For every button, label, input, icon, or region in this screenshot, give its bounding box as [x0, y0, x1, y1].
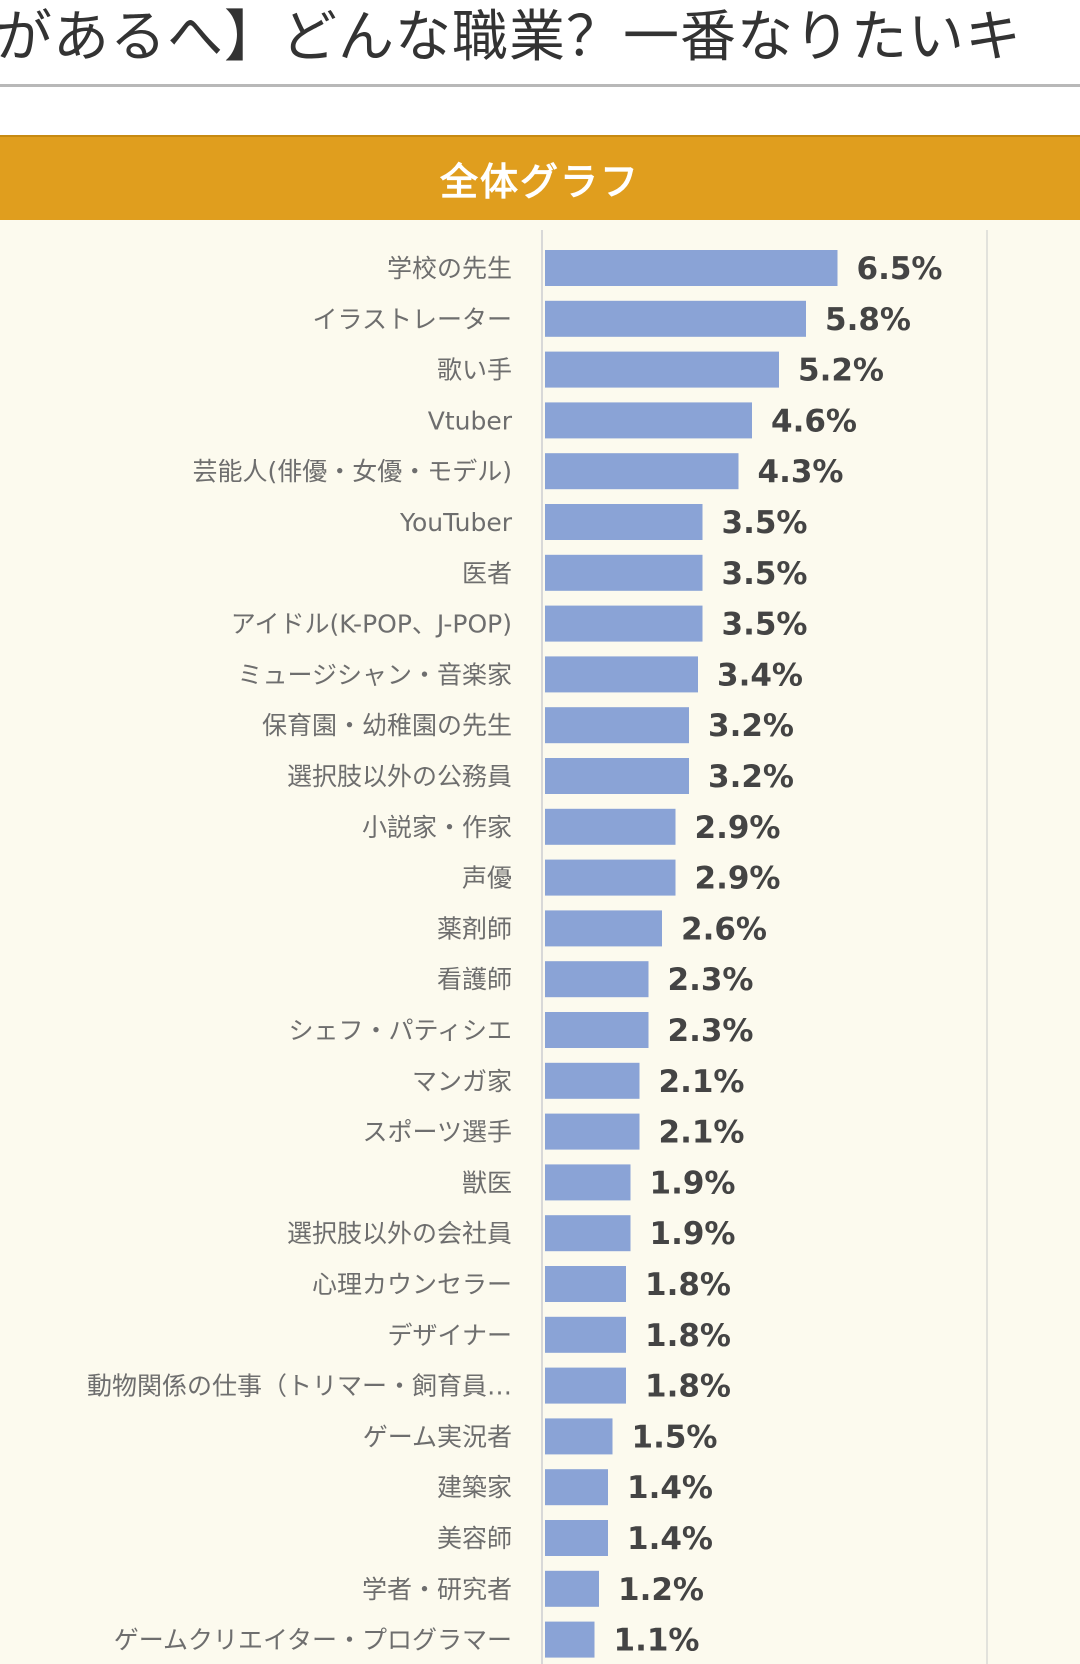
bar [545, 351, 779, 388]
value-label: 1.8% [645, 1369, 731, 1405]
value-label: 3.4% [717, 657, 803, 693]
category-label: 学校の先生 [387, 254, 512, 283]
category-label: 薬剤師 [437, 914, 512, 943]
bar [545, 300, 806, 337]
value-label: 2.1% [659, 1064, 745, 1100]
category-label: アイドル(K-POP、J-POP) [231, 610, 512, 639]
value-label: 3.5% [722, 505, 808, 541]
category-label: ゲームクリエイター・プログラマー [114, 1626, 512, 1655]
bar [545, 961, 649, 998]
bar [545, 554, 703, 591]
category-label: スポーツ選手 [362, 1118, 512, 1147]
value-label: 1.9% [650, 1216, 736, 1252]
value-label: 2.1% [659, 1115, 745, 1151]
page-header: があるへ】どんな職業？一番なりたいキ [0, 0, 1080, 84]
bar [545, 250, 838, 286]
category-label: Vtuber [428, 406, 513, 435]
category-label: 美容師 [437, 1524, 512, 1553]
category-label: 心理カウンセラー [312, 1270, 512, 1299]
value-label: 1.8% [645, 1267, 731, 1303]
bar [545, 1266, 626, 1302]
value-label: 2.9% [695, 861, 781, 897]
chart-header-bar: 全体グラフ [0, 137, 1080, 220]
category-label: 保育園・幼稚園の先生 [262, 711, 512, 740]
value-label: 5.8% [825, 302, 911, 338]
category-label: 声優 [462, 864, 512, 893]
bar [545, 1012, 649, 1048]
bar [545, 402, 752, 439]
category-label: シェフ・パティシエ [288, 1016, 512, 1045]
category-label: ミュージシャン・音楽家 [237, 660, 512, 689]
bar [545, 1164, 631, 1201]
value-label: 6.5% [857, 251, 943, 287]
value-label: 4.3% [758, 454, 844, 490]
category-label: 看護師 [437, 965, 512, 994]
value-label: 1.9% [650, 1165, 736, 1201]
value-label: 3.2% [708, 759, 794, 795]
panel-top-border [0, 135, 1080, 137]
value-label: 3.2% [708, 708, 794, 744]
bar [545, 707, 689, 744]
category-label: ゲーム実況者 [363, 1422, 512, 1451]
value-label: 1.4% [627, 1470, 713, 1506]
bar [545, 859, 676, 896]
bar [545, 1215, 631, 1252]
bar [545, 504, 703, 540]
value-label: 4.6% [771, 403, 857, 439]
bar [545, 453, 739, 490]
bar [545, 1469, 608, 1506]
bar [545, 605, 703, 642]
chart-title: 全体グラフ [439, 160, 640, 204]
category-label: デザイナー [387, 1321, 512, 1350]
value-label: 2.3% [668, 962, 754, 998]
category-label: 選択肢以外の会社員 [287, 1219, 512, 1248]
category-label: 医者 [462, 559, 512, 588]
bar [545, 758, 689, 794]
category-label: 選択肢以外の公務員 [287, 762, 512, 791]
value-label: 2.6% [681, 911, 767, 947]
category-label: 建築家 [437, 1473, 512, 1502]
chart-panel [0, 135, 1080, 1664]
category-label: 動物関係の仕事（トリマー・飼育員… [87, 1372, 512, 1401]
value-label: 3.5% [722, 556, 808, 592]
title-divider [0, 84, 1080, 87]
category-label: 学者・研究者 [362, 1575, 512, 1604]
bar [545, 808, 676, 845]
category-label: YouTuber [399, 508, 513, 537]
category-label: 歌い手 [437, 356, 512, 385]
value-label: 5.2% [798, 353, 884, 389]
category-label: 芸能人(俳優・女優・モデル) [192, 457, 512, 486]
value-label: 1.1% [614, 1623, 700, 1659]
category-label: マンガ家 [412, 1067, 512, 1096]
bar [545, 1621, 595, 1658]
value-label: 2.9% [695, 810, 781, 846]
bar [545, 1520, 608, 1556]
bar [545, 1570, 599, 1607]
value-label: 1.4% [627, 1521, 713, 1557]
category-label: 小説家・作家 [362, 813, 512, 842]
bar [545, 1367, 626, 1404]
bar [545, 910, 662, 947]
value-label: 1.5% [632, 1419, 718, 1455]
bar [545, 1316, 626, 1353]
page-title: があるへ】どんな職業？一番なりたいキ [0, 5, 1022, 70]
value-label: 1.8% [645, 1318, 731, 1354]
value-label: 3.5% [722, 607, 808, 643]
bar [545, 656, 698, 693]
value-label: 1.2% [618, 1572, 704, 1608]
bar-chart: 学校の先生 6.5% イラストレーター 5.8% 歌い手 5.2% Vtuber 4.6% 芸能… [87, 230, 988, 1664]
category-label: 獣医 [462, 1168, 512, 1197]
bar [545, 1062, 640, 1099]
value-label: 2.3% [668, 1013, 754, 1049]
bar [545, 1418, 613, 1455]
category-label: イラストレーター [312, 305, 512, 334]
bar [545, 1113, 640, 1150]
